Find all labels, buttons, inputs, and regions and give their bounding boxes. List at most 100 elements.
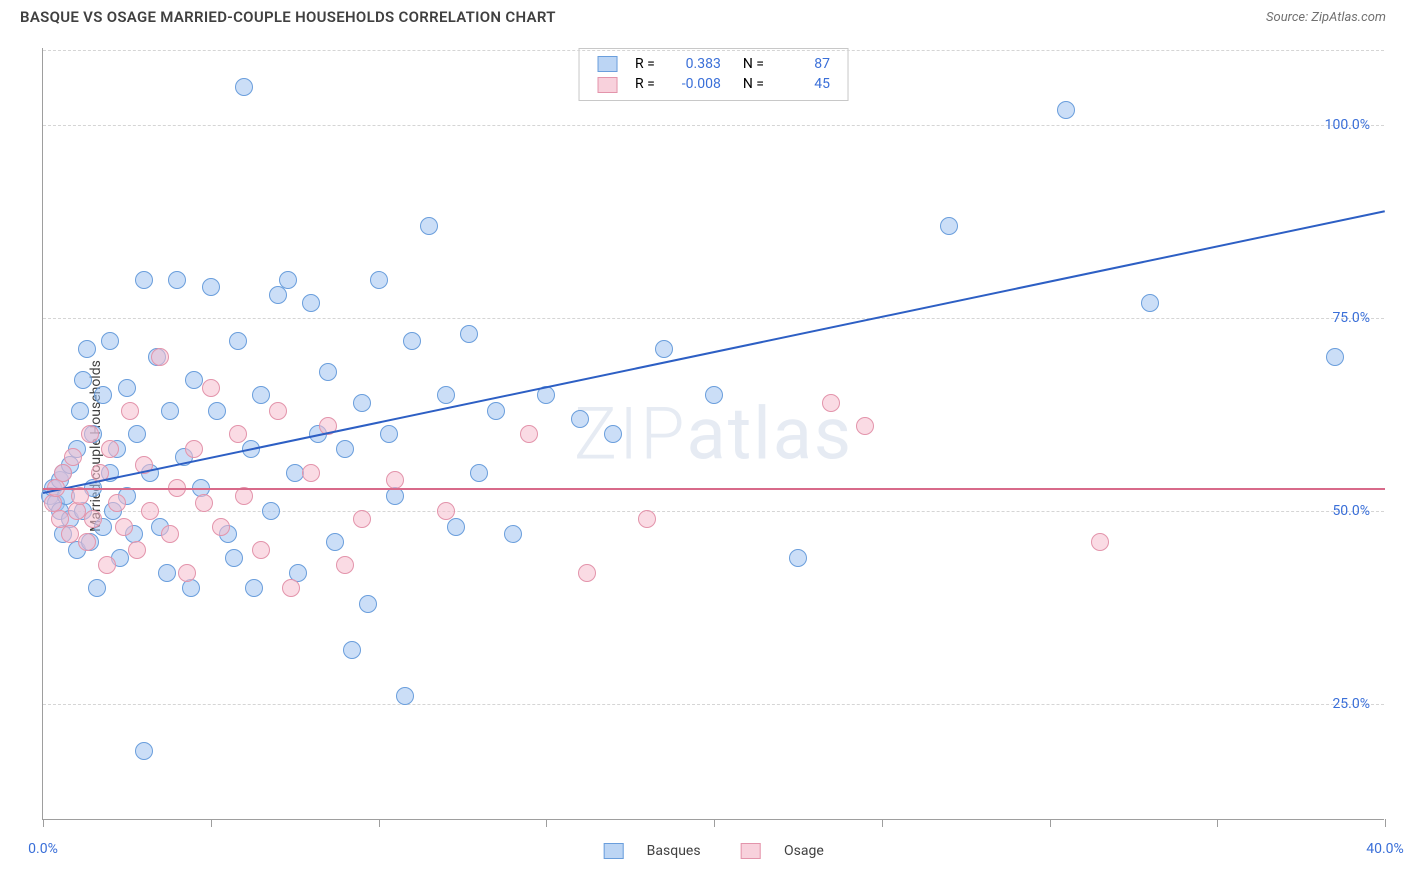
data-point	[638, 510, 656, 528]
legend-r-value: 0.383	[669, 56, 721, 72]
data-point	[252, 541, 270, 559]
x-tick	[43, 819, 44, 827]
gridline	[43, 704, 1384, 705]
data-point	[202, 379, 220, 397]
legend-item: Osage	[731, 843, 834, 859]
data-point	[229, 425, 247, 443]
data-point	[396, 687, 414, 705]
data-point	[94, 386, 112, 404]
data-point	[178, 564, 196, 582]
x-tick	[1217, 819, 1218, 827]
legend-n-value: 87	[778, 56, 830, 72]
data-point	[54, 464, 72, 482]
x-tick	[211, 819, 212, 827]
gridline	[43, 511, 1384, 512]
data-point	[789, 549, 807, 567]
data-point	[158, 564, 176, 582]
data-point	[121, 402, 139, 420]
data-point	[1326, 348, 1344, 366]
data-point	[403, 332, 421, 350]
data-point	[269, 402, 287, 420]
legend-label: Osage	[784, 843, 824, 859]
data-point	[336, 440, 354, 458]
data-point	[101, 332, 119, 350]
data-point	[370, 271, 388, 289]
legend-n-label: N =	[729, 55, 770, 73]
data-point	[88, 579, 106, 597]
data-point	[168, 271, 186, 289]
data-point	[245, 579, 263, 597]
data-point	[235, 78, 253, 96]
data-point	[61, 525, 79, 543]
data-point	[504, 525, 522, 543]
data-point	[655, 340, 673, 358]
data-point	[705, 386, 723, 404]
data-point	[81, 425, 99, 443]
data-point	[856, 417, 874, 435]
data-point	[135, 271, 153, 289]
y-tick-label: 25.0%	[1332, 696, 1370, 712]
data-point	[1057, 101, 1075, 119]
legend-r-value: -0.008	[669, 76, 721, 92]
data-point	[319, 363, 337, 381]
data-point	[101, 440, 119, 458]
x-tick	[882, 819, 883, 827]
data-point	[437, 502, 455, 520]
x-tick	[714, 819, 715, 827]
data-point	[571, 410, 589, 428]
x-tick	[1050, 819, 1051, 827]
data-point	[420, 217, 438, 235]
data-point	[1141, 294, 1159, 312]
data-point	[74, 371, 92, 389]
data-point	[302, 464, 320, 482]
legend-swatch	[603, 843, 623, 859]
data-point	[262, 502, 280, 520]
y-tick-label: 50.0%	[1332, 503, 1370, 519]
x-tick-label: 0.0%	[28, 841, 58, 857]
data-point	[302, 294, 320, 312]
gridline	[43, 50, 1384, 51]
data-point	[229, 332, 247, 350]
data-point	[141, 502, 159, 520]
data-point	[64, 448, 82, 466]
data-point	[182, 579, 200, 597]
data-point	[353, 394, 371, 412]
legend-swatch	[597, 77, 617, 93]
data-point	[185, 440, 203, 458]
data-point	[604, 425, 622, 443]
data-point	[343, 641, 361, 659]
legend-n-label: N =	[729, 75, 770, 93]
data-point	[282, 579, 300, 597]
data-point	[212, 518, 230, 536]
data-point	[128, 541, 146, 559]
data-point	[151, 348, 169, 366]
gridline	[43, 125, 1384, 126]
data-point	[78, 340, 96, 358]
data-point	[578, 564, 596, 582]
legend-swatch	[597, 56, 617, 72]
data-point	[78, 533, 96, 551]
data-point	[353, 510, 371, 528]
legend-row: R =0.383N =87	[591, 55, 836, 73]
x-tick	[379, 819, 380, 827]
data-point	[487, 402, 505, 420]
data-point	[447, 518, 465, 536]
data-point	[336, 556, 354, 574]
data-point	[470, 464, 488, 482]
data-point	[460, 325, 478, 343]
y-tick-label: 100.0%	[1325, 117, 1370, 133]
data-point	[84, 510, 102, 528]
data-point	[208, 402, 226, 420]
data-point	[359, 595, 377, 613]
legend-series: Basques Osage	[583, 843, 844, 859]
source-label: Source: ZipAtlas.com	[1266, 10, 1386, 25]
y-tick-label: 75.0%	[1332, 310, 1370, 326]
data-point	[185, 371, 203, 389]
data-point	[225, 549, 243, 567]
legend-item: Basques	[593, 843, 710, 859]
data-point	[115, 518, 133, 536]
data-point	[279, 271, 297, 289]
data-point	[326, 533, 344, 551]
x-tick	[1385, 819, 1386, 827]
gridline	[43, 318, 1384, 319]
